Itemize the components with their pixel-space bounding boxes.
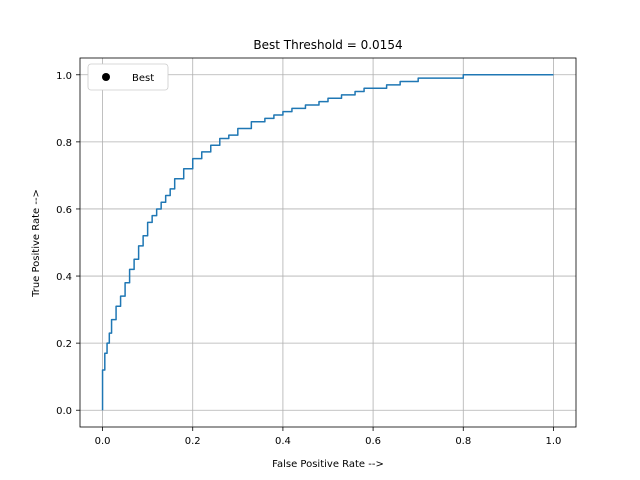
ticks: 0.0 0.2 0.4 0.6 0.8 1.0 0.0 0.2 0.4 0.6 0.8 1.0 xyxy=(56,71,561,447)
y-tick-label: 0.6 xyxy=(56,205,72,216)
x-tick-label: 0.0 xyxy=(95,436,111,447)
y-tick-label: 1.0 xyxy=(56,71,72,82)
y-tick-label: 0.0 xyxy=(56,406,72,417)
legend-box xyxy=(87,63,169,91)
x-tick-label: 0.4 xyxy=(275,436,291,447)
x-axis-label: False Positive Rate --> xyxy=(272,459,384,470)
y-tick-label: 0.2 xyxy=(56,339,72,350)
legend: Best xyxy=(87,63,169,91)
x-tick-label: 0.8 xyxy=(455,436,471,447)
chart-title: Best Threshold = 0.0154 xyxy=(253,38,402,52)
legend-label-best: Best xyxy=(132,73,154,84)
y-tick-label: 0.8 xyxy=(56,138,72,149)
plot-frame xyxy=(79,57,577,428)
y-axis-label: True Positive Rate --> xyxy=(31,189,42,298)
x-tick-label: 0.6 xyxy=(365,436,381,447)
legend-marker-best xyxy=(102,73,110,81)
roc-curve xyxy=(101,74,554,411)
series-layer xyxy=(101,74,554,411)
x-tick-label: 1.0 xyxy=(546,436,562,447)
y-tick-label: 0.4 xyxy=(56,272,72,283)
x-tick-label: 0.2 xyxy=(185,436,201,447)
grid xyxy=(80,58,576,427)
